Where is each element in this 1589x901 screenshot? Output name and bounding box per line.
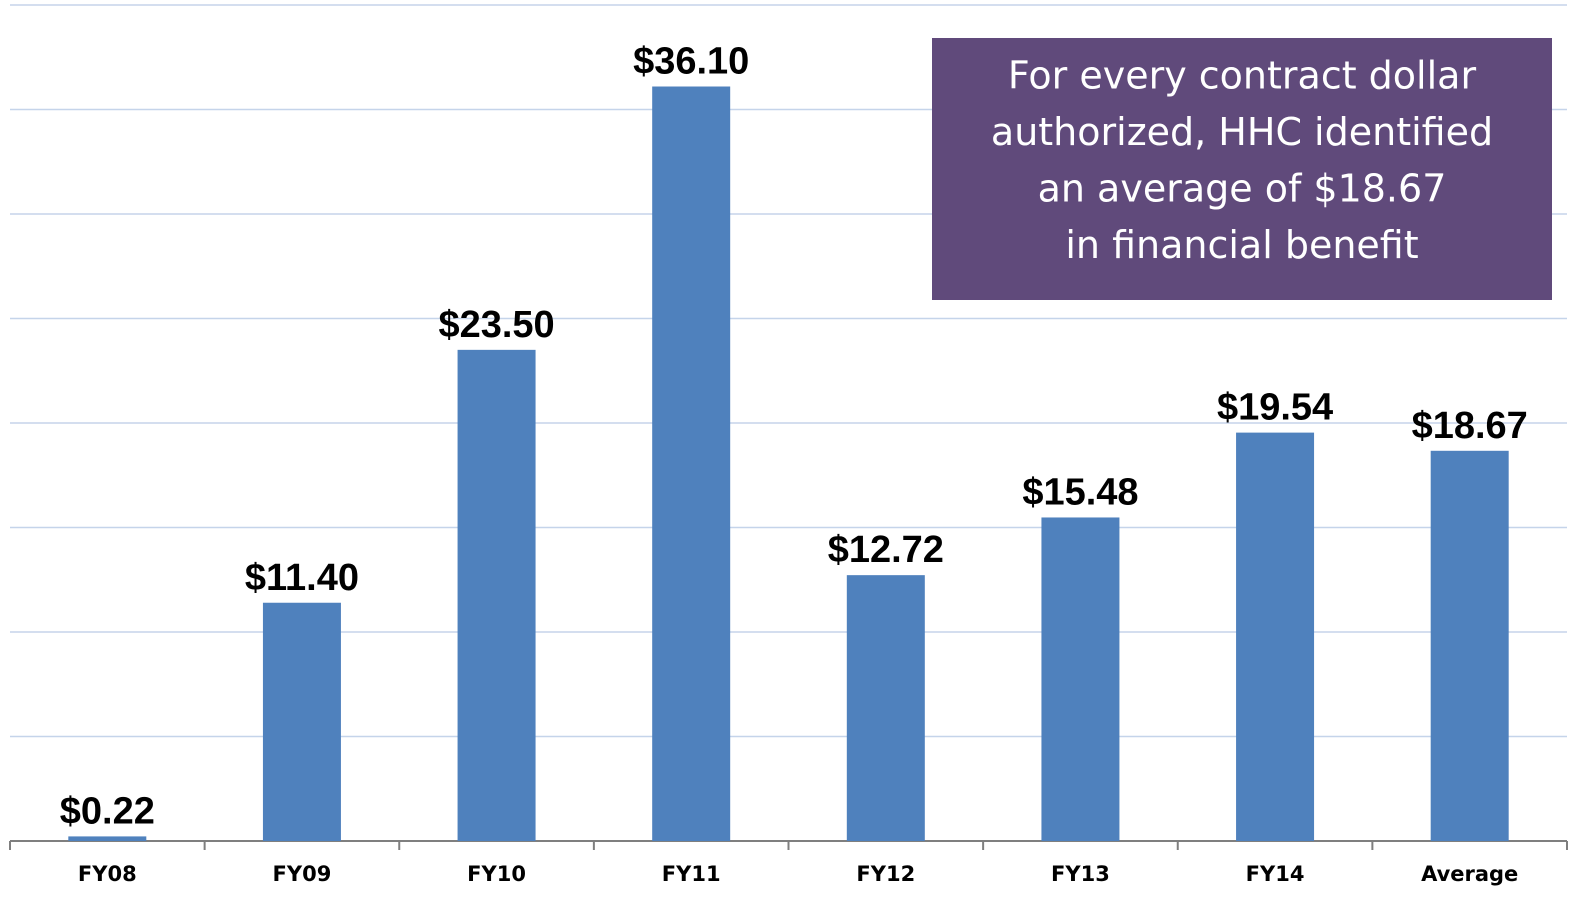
- bar: [262, 602, 341, 841]
- bar: [652, 86, 731, 841]
- x-tick-label: Average: [1421, 862, 1518, 886]
- x-tick-label: FY09: [273, 862, 332, 886]
- bar: [1236, 432, 1315, 841]
- x-tick-label: FY10: [467, 862, 526, 886]
- annotation-text: For every contract dollar: [1008, 54, 1477, 98]
- annotation-box: [932, 38, 1552, 300]
- bar: [1430, 450, 1509, 841]
- data-label: $19.54: [1217, 387, 1333, 429]
- bar: [846, 575, 925, 841]
- annotation-text: in financial benefit: [1065, 223, 1418, 267]
- annotation-text: an average of $18.67: [1038, 167, 1447, 211]
- data-label: $0.22: [60, 790, 155, 832]
- data-label: $36.10: [633, 41, 749, 83]
- x-tick-label: FY14: [1246, 862, 1305, 886]
- data-label: $11.40: [245, 557, 359, 599]
- bar: [457, 349, 536, 841]
- x-tick-label: FY12: [856, 862, 915, 886]
- x-tick-label: FY11: [662, 862, 721, 886]
- annotation: For every contract dollar authorized, HHC…: [932, 38, 1552, 300]
- bars: FY08 $0.22 FY09 $11.40 FY10 $23.50 FY11 $36.10 F…: [60, 41, 1528, 886]
- data-label: $23.50: [438, 304, 554, 346]
- bar: [68, 836, 147, 841]
- bar: [1041, 517, 1120, 841]
- data-label: $18.67: [1412, 405, 1528, 447]
- x-tick-label: FY13: [1051, 862, 1110, 886]
- annotation-text: authorized, HHC identified: [991, 110, 1493, 154]
- data-label: $12.72: [828, 529, 944, 571]
- data-label: $15.48: [1022, 471, 1138, 513]
- x-tick-label: FY08: [78, 862, 137, 886]
